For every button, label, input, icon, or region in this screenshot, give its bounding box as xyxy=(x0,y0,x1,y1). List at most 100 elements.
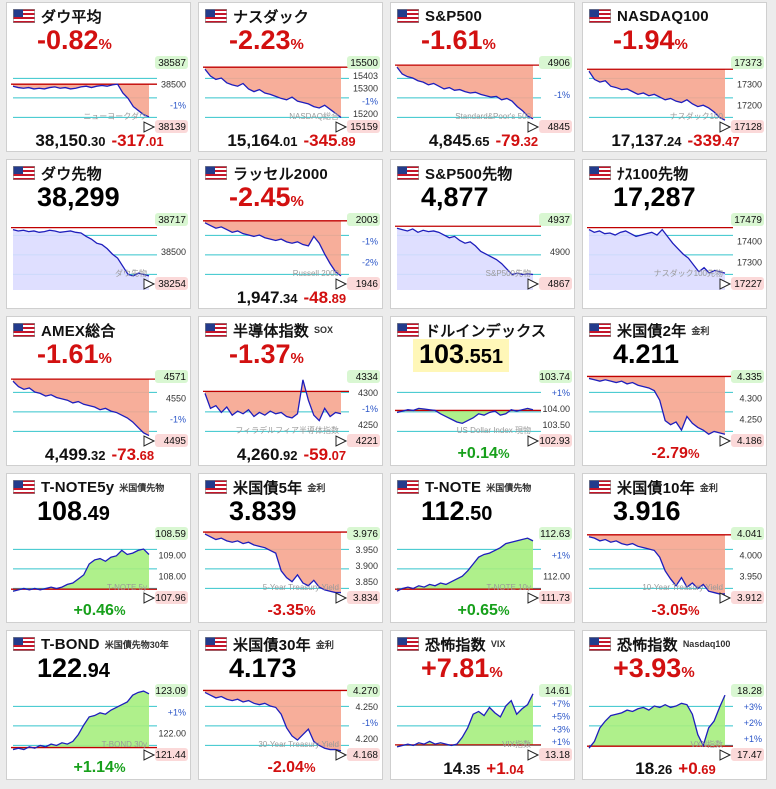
chart-watermark: VIX指数 xyxy=(502,739,531,749)
net-change-value: -2.79 xyxy=(651,445,688,462)
intraday-chart: S&P500先物 4937 4900 4867 xyxy=(395,213,572,290)
axis-tick-label: 4.300 xyxy=(739,393,762,403)
us-flag-icon xyxy=(13,323,35,337)
chart-watermark: 30-Year Treasury Yield xyxy=(258,740,339,749)
index-panel[interactable]: T-NOTE5y 米国債先物 108.49 T-NOTE 5y 108.59 109.00… xyxy=(6,473,191,623)
intraday-chart: NASDAQ総合 15500 15403 15300 -1% 15200 15159 xyxy=(203,56,380,133)
index-panel[interactable]: ナスダック -2.23% NASDAQ総合 15500 15403 15300 -1% 152… xyxy=(198,2,383,152)
high-badge xyxy=(731,213,764,226)
index-panel[interactable]: AMEX総合 -1.61% 4571 4550 -1% 4495 4,499.32 -73.6… xyxy=(6,316,191,466)
axis-tick-label: 3.950 xyxy=(739,572,762,582)
panel-header: 米国債5年 金利 xyxy=(205,477,325,497)
low-badge xyxy=(155,277,188,290)
high-badge xyxy=(347,684,380,697)
intraday-chart: ダウ先物 38717 38500 38254 xyxy=(11,213,188,290)
index-panel[interactable]: T-NOTE 米国債先物 112.50 T-NOTE 10y 112.63 +1% 112.… xyxy=(390,473,575,623)
day-high-label: 4937 xyxy=(548,215,571,226)
chart-fill xyxy=(13,379,149,436)
net-change-value: +0.46 xyxy=(73,602,114,619)
panel-header: T-BOND 米国債先物30年 xyxy=(13,634,169,654)
panel-footer: -3.05% xyxy=(583,602,766,620)
current-price-marker-icon xyxy=(335,749,348,761)
current-price-marker-icon xyxy=(143,278,156,290)
axis-tick-label: 38500 xyxy=(161,247,186,257)
day-high-label: 38717 xyxy=(158,215,186,226)
day-high-label: 38587 xyxy=(158,58,186,69)
panel-header: ナスダック xyxy=(205,6,309,26)
day-high-label: 14.61 xyxy=(545,686,570,697)
high-badge xyxy=(539,370,572,383)
us-flag-icon xyxy=(397,480,419,494)
index-name: 米国債10年 xyxy=(617,479,695,497)
current-price-marker-icon xyxy=(527,121,540,133)
index-panel[interactable]: 米国債30年 金利 4.173 30-Year Treasury Yield 4.270… xyxy=(198,630,383,780)
axis-tick-label: +1% xyxy=(552,388,570,398)
chart-fill xyxy=(589,229,725,290)
index-panel[interactable]: S&P500 -1.61% Standard&Poor's 500 4906 -1% 48… xyxy=(390,2,575,152)
low-badge xyxy=(155,434,188,447)
index-panel[interactable]: ダウ平均 -0.82% ニューヨークダウ 38587 38500 -1% 38139 38,1… xyxy=(6,2,191,152)
index-name: S&P500先物 xyxy=(425,165,513,183)
index-panel[interactable]: ﾅｽ100先物 17,287 ナスダック100先物 17479 17400 17300 17… xyxy=(582,159,767,309)
index-panel[interactable]: T-BOND 米国債先物30年 122.94 T-BOND 30y 123.09 +1% 1… xyxy=(6,630,191,780)
us-flag-icon xyxy=(397,637,419,651)
price-line xyxy=(396,693,534,748)
index-panel[interactable]: 恐怖指数 VIX +7.81% VIX指数 14.61 +7% +5% +3% +1% 13.18… xyxy=(390,630,575,780)
panel-footer: +0.65% xyxy=(391,602,574,620)
chart-fill xyxy=(205,379,341,421)
chart-fill xyxy=(13,229,149,290)
index-panel[interactable]: 恐怖指数 Nasdaq100 +3.93% VXN指数 18.28 +3% +2% +1% 17… xyxy=(582,630,767,780)
change-percent: -1.37 xyxy=(229,339,291,369)
axis-tick-label: -1% xyxy=(170,415,186,425)
axis-tick-label: 4.250 xyxy=(739,415,762,425)
high-badge xyxy=(731,370,764,383)
headline-value: 103.551 xyxy=(413,339,509,372)
net-change-decimals: .89 xyxy=(328,291,347,306)
panel-footer: 14.35 +1.04 xyxy=(391,759,574,779)
day-high-label: 4.335 xyxy=(737,372,762,383)
day-high-label: 17479 xyxy=(734,215,762,226)
headline-value: -1.61% xyxy=(37,339,112,374)
net-change: +1.04 xyxy=(486,759,523,778)
chart-fill xyxy=(205,67,341,118)
index-panel[interactable]: ダウ先物 38,299 ダウ先物 38717 38500 38254 xyxy=(6,159,191,309)
panel-footer: -3.35% xyxy=(199,602,382,620)
chart-fill xyxy=(397,65,533,119)
panel-header: AMEX総合 xyxy=(13,320,116,340)
index-name: 米国債2年 xyxy=(617,322,687,340)
day-low-label: 17.47 xyxy=(737,750,762,761)
low-badge xyxy=(731,748,764,761)
percent-unit: % xyxy=(687,603,700,618)
index-name: S&P500 xyxy=(425,7,483,25)
index-panel[interactable]: ラッセル2000 -2.45% Russell 2000 2003 -1% -2% 1946… xyxy=(198,159,383,309)
index-panel[interactable]: ドルインデックス 103.551 US Dollar Index 現物 103.74 +… xyxy=(390,316,575,466)
change-percent: -2.45 xyxy=(229,182,291,212)
index-panel[interactable]: 米国債5年 金利 3.839 5-Year Treasury Yield 3.976 3.… xyxy=(198,473,383,623)
index-panel[interactable]: 半導体指数 SOX -1.37% フィラデルフィア半導体指数 4334 4300 -1% 42… xyxy=(198,316,383,466)
percent-unit: % xyxy=(98,350,112,367)
axis-tick-label: -1% xyxy=(362,236,378,246)
intraday-chart: VXN指数 18.28 +3% +2% +1% 17.47 xyxy=(587,684,764,761)
high-badge xyxy=(731,684,764,697)
index-name: 米国債5年 xyxy=(233,479,303,497)
net-change: +1.14% xyxy=(73,759,125,776)
panel-header: 米国債30年 金利 xyxy=(205,634,334,654)
current-value: 4,877 xyxy=(421,182,489,212)
axis-tick-label: +5% xyxy=(552,712,570,722)
high-badge xyxy=(539,684,572,697)
net-change: +0.46% xyxy=(73,602,125,619)
current-value: 103 xyxy=(419,339,465,369)
index-panel[interactable]: S&P500先物 4,877 S&P500先物 4937 4900 4867 xyxy=(390,159,575,309)
us-flag-icon xyxy=(205,480,227,494)
current-price-marker-icon xyxy=(719,592,732,604)
chart-watermark: 5-Year Treasury Yield xyxy=(263,583,339,592)
index-panel[interactable]: 米国債2年 金利 4.211 4.335 4.300 4.250 4.186 -2.79% xyxy=(582,316,767,466)
chart-watermark: US Dollar Index 現物 xyxy=(457,425,531,435)
net-change: -3.05% xyxy=(651,602,699,619)
net-change-value: -79 xyxy=(495,131,521,150)
net-change-decimals: .01 xyxy=(145,134,164,149)
index-panel[interactable]: 米国債10年 金利 3.916 10-Year Treasury Yield 4.041… xyxy=(582,473,767,623)
chart-fill xyxy=(589,695,725,749)
index-panel[interactable]: NASDAQ100 -1.94% ナスダック100 17373 17300 17200 17… xyxy=(582,2,767,152)
intraday-chart: US Dollar Index 現物 103.74 +1% 104.00 103.50 1… xyxy=(395,370,572,447)
